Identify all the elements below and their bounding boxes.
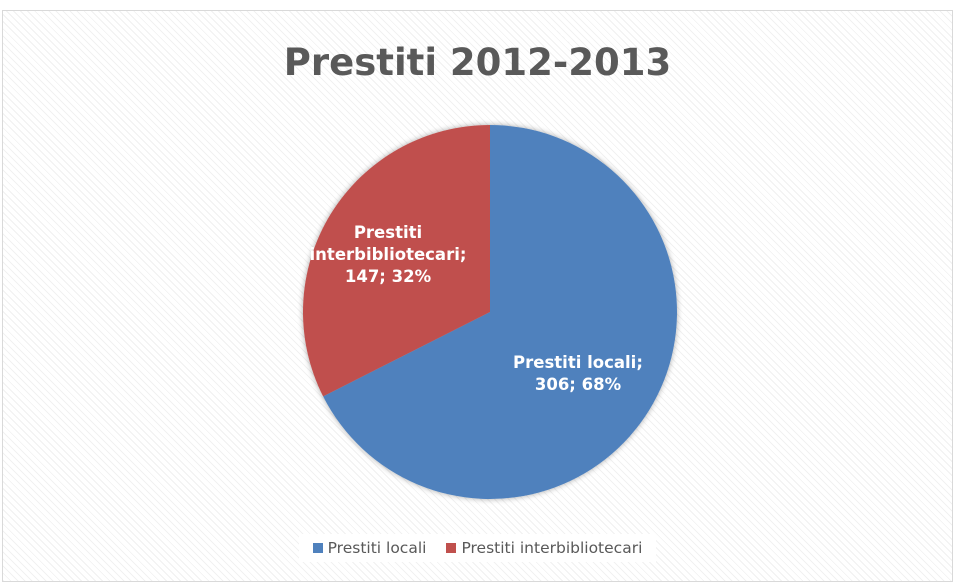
data-label-prestiti-locali: Prestiti locali; 306; 68% — [513, 353, 643, 394]
pie-chart: Prestiti locali; 306; 68% Prestiti interbib… — [303, 125, 678, 500]
data-label-line: 306; 68% — [535, 375, 622, 394]
legend-box: Prestiti locali Prestiti interbibliotecar… — [298, 534, 657, 562]
data-label-prestiti-interbibliotecari: Prestiti interbibliotecari; 147; 32% — [310, 223, 467, 286]
legend-item: Prestiti locali — [312, 539, 427, 557]
legend-label: Prestiti interbibliotecari — [461, 539, 643, 557]
data-label-line: Prestiti — [354, 223, 422, 242]
legend-swatch — [446, 543, 457, 553]
legend-swatch — [312, 543, 323, 553]
pie-slices — [303, 125, 678, 500]
legend-label: Prestiti locali — [327, 539, 427, 557]
chart-title: Prestiti 2012-2013 — [283, 41, 672, 84]
data-label-line: Prestiti locali; — [513, 353, 643, 372]
data-label-line: 147; 32% — [345, 267, 432, 286]
legend: Prestiti locali Prestiti interbibliotecar… — [3, 534, 952, 562]
pie-slice-labels: Prestiti locali; 306; 68% Prestiti interbib… — [310, 223, 643, 394]
pie-slice-prestiti-interbibliotecari — [303, 125, 490, 397]
legend-item: Prestiti interbibliotecari — [446, 539, 642, 557]
data-label-line: interbibliotecari; — [310, 245, 467, 264]
chart-area: Prestiti 2012-2013 Prestiti locali; 306; … — [2, 10, 953, 582]
pie-slice-prestiti-locali — [323, 125, 678, 500]
